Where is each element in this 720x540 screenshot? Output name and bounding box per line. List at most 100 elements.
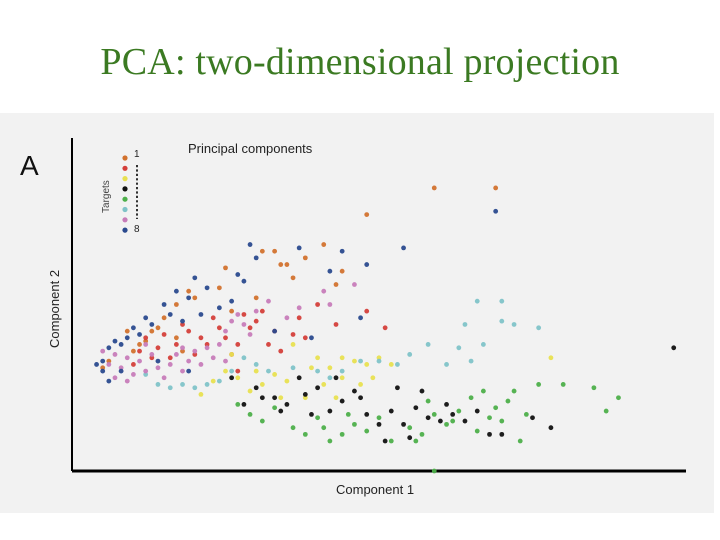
legend-swatch-7 [122,217,128,223]
data-point [204,345,210,351]
data-point [511,388,517,394]
data-point [118,365,124,371]
data-point [253,368,259,374]
data-point [352,421,357,427]
data-point [339,398,345,404]
data-point [487,415,492,421]
data-point [591,385,597,391]
data-point [327,375,333,381]
data-point [272,328,278,334]
data-point [296,375,302,381]
data-point [180,322,185,327]
data-point [272,372,278,377]
data-point [106,362,112,367]
data-point [302,255,308,261]
data-point [376,355,382,361]
data-point [161,302,167,307]
series-4 [229,345,677,444]
data-point [499,298,505,304]
data-point [548,425,554,431]
data-point [480,342,486,347]
data-point [407,425,413,431]
data-point [333,375,339,381]
data-point [167,362,173,367]
data-point [266,342,271,347]
data-point [278,348,284,354]
data-point [100,358,106,364]
data-point [364,308,370,314]
data-point [229,352,235,357]
data-point [155,345,161,351]
figure-panel: A Principal components Component 1 Compo… [0,113,714,513]
data-point [333,395,339,401]
data-point [278,395,284,401]
data-point [456,345,462,351]
data-point [382,325,388,331]
data-point [149,355,155,361]
data-point [216,285,222,291]
data-point [327,438,333,444]
data-point [499,431,505,437]
data-point [259,248,265,254]
data-point [284,378,290,384]
legend-swatch-5 [122,196,128,202]
data-point [259,382,265,387]
data-point [235,312,241,317]
data-point [419,431,425,437]
data-point [204,342,210,347]
data-point [358,382,363,387]
data-point [352,282,357,287]
data-point [186,328,192,334]
data-point [431,185,437,191]
data-point [413,405,419,411]
data-point [309,411,314,417]
data-point [131,325,136,331]
data-point [198,392,204,397]
data-point [321,382,327,387]
data-point [388,438,394,444]
data-point [339,248,345,254]
data-point [321,425,327,431]
data-point [216,305,222,311]
data-point [309,365,314,371]
data-point [149,352,155,357]
data-point [419,388,425,394]
data-point [345,411,351,417]
data-point [118,342,124,347]
data-point [278,262,284,267]
data-point [106,378,112,384]
data-point [235,272,241,277]
data-point [309,335,314,341]
data-point [198,335,204,341]
data-point [425,415,431,421]
data-point [253,255,259,261]
data-point [352,358,357,364]
data-point [137,348,142,354]
data-point [124,328,130,334]
data-point [155,382,161,387]
data-point [124,335,130,341]
data-point [290,342,296,347]
data-point [167,312,173,317]
data-point [339,431,345,437]
data-point [192,385,198,391]
data-point [480,388,486,394]
data-point [124,355,130,361]
data-point [241,278,247,284]
legend-title: Targets [101,180,112,213]
data-point [198,312,204,317]
series-5 [235,382,621,474]
data-point [112,338,118,344]
data-point [204,285,210,291]
data-point [302,392,308,397]
data-point [493,208,499,214]
data-point [247,332,253,337]
data-point [302,335,308,341]
data-point [149,328,155,334]
data-point [474,408,480,414]
data-point [530,415,535,421]
data-point [198,362,204,367]
data-point [186,358,192,364]
data-point [204,382,210,387]
data-point [327,268,333,274]
